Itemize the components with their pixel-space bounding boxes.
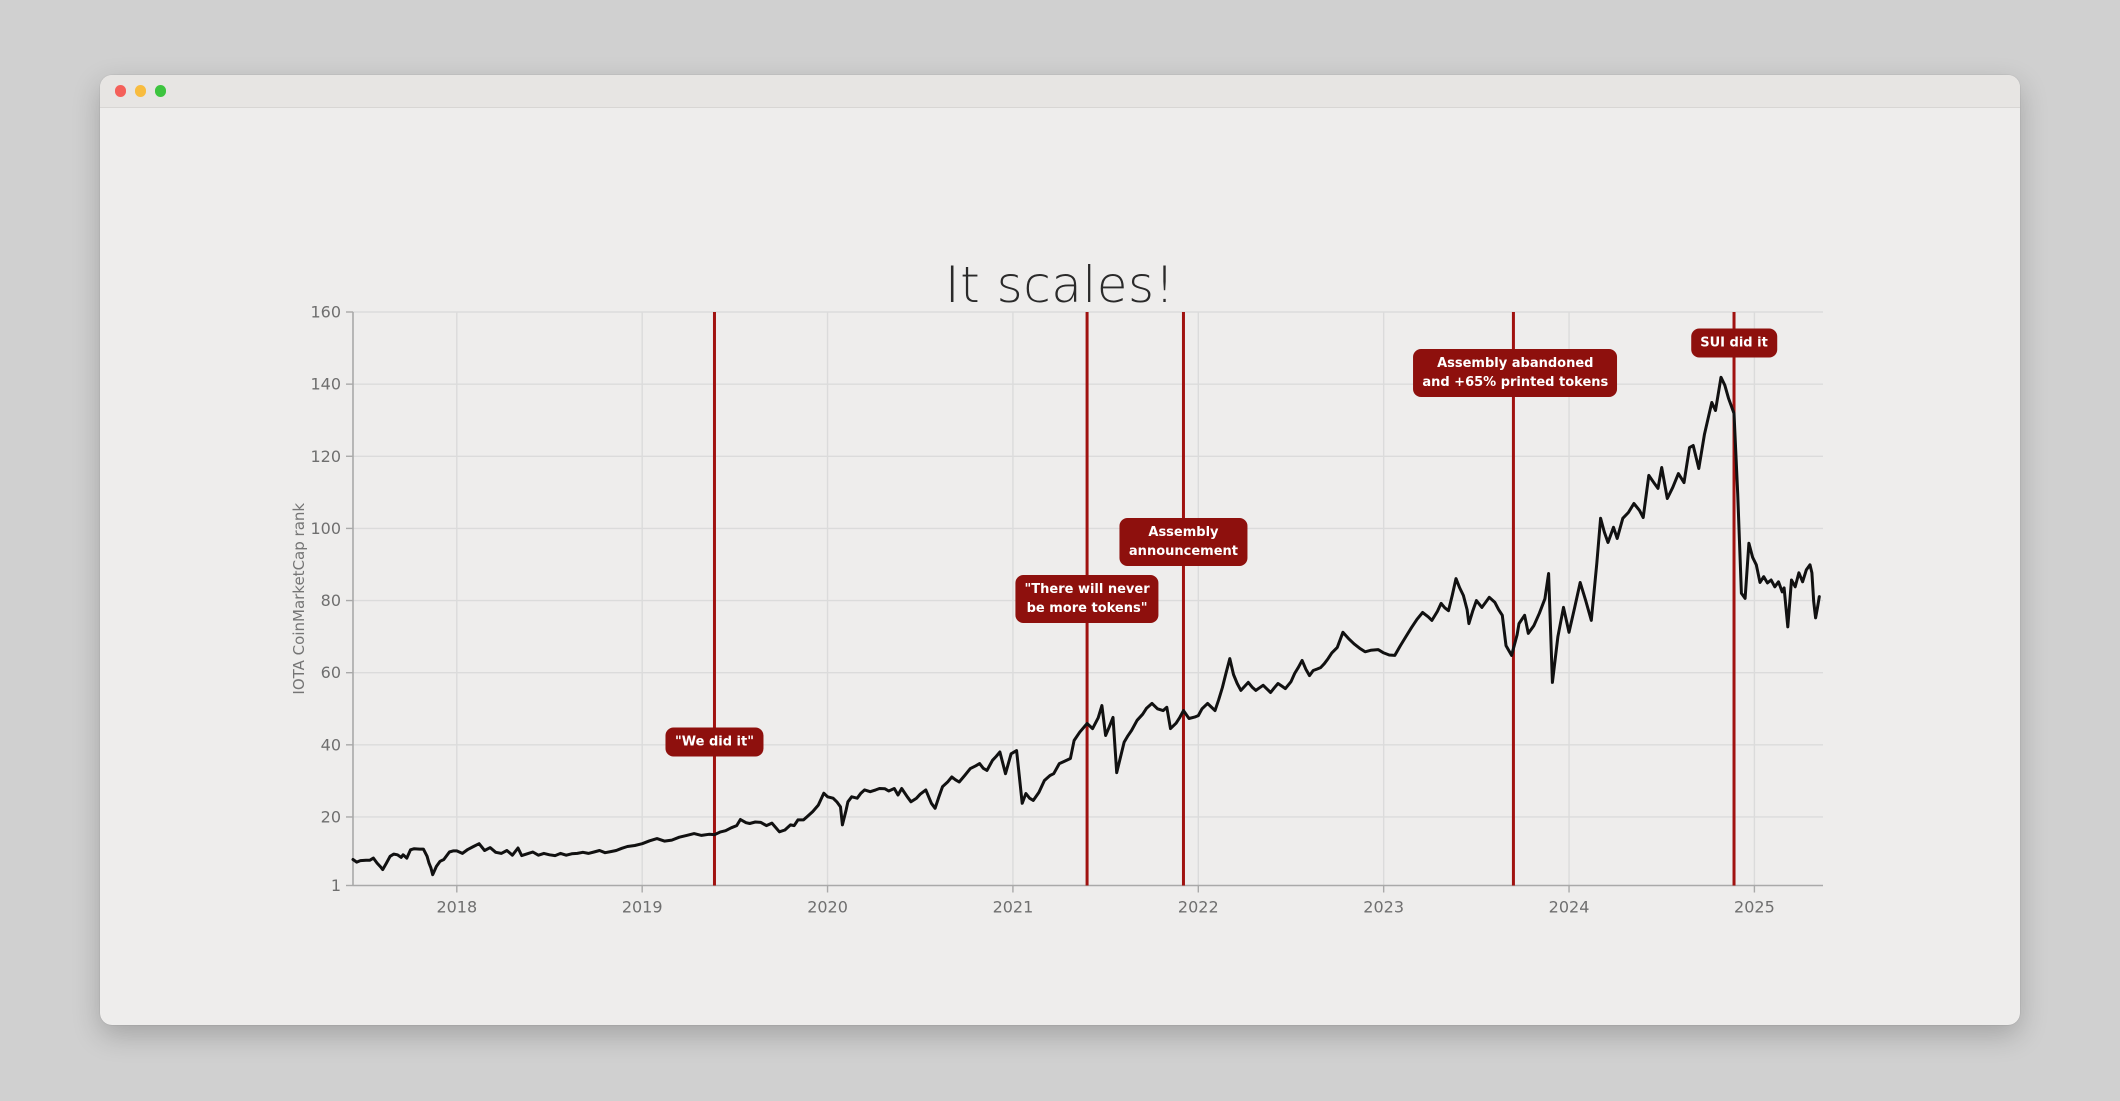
window-controls bbox=[115, 75, 167, 107]
y-tick-label: 20 bbox=[321, 807, 341, 826]
x-tick-label: 2022 bbox=[1178, 898, 1219, 917]
y-tick-label: 80 bbox=[321, 591, 341, 610]
y-tick-label: 60 bbox=[321, 663, 341, 682]
y-tick-label: 100 bbox=[310, 519, 341, 538]
app-window: It scales! bbox=[100, 75, 2020, 1025]
close-button[interactable] bbox=[115, 85, 127, 97]
minimize-button[interactable] bbox=[134, 85, 147, 97]
y-axis-title: IOTA CoinMarketCap rank bbox=[290, 503, 308, 695]
x-tick-label: 2019 bbox=[622, 898, 663, 917]
y-tick-label: 120 bbox=[310, 447, 341, 466]
rank-line-chart-svg: 2018 2019 2020 2021 2022 2023 2024 202512040608… bbox=[290, 303, 1823, 917]
window-titlebar[interactable] bbox=[100, 75, 2020, 108]
chart-title: It scales! bbox=[944, 256, 1176, 314]
y-tick-label: 160 bbox=[310, 303, 341, 322]
zoom-button[interactable] bbox=[154, 85, 167, 97]
x-tick-label: 2025 bbox=[1734, 898, 1775, 917]
y-tick-label: 40 bbox=[321, 735, 341, 754]
rank-line-chart: 2018 2019 2020 2021 2022 2023 2024 2025 1 20 40 60 8… bbox=[270, 302, 1843, 922]
y-tick-label: 1 bbox=[331, 876, 341, 895]
x-tick-label: 2023 bbox=[1363, 898, 1404, 917]
x-tick-label: 2021 bbox=[993, 898, 1034, 917]
rank-series-line bbox=[351, 375, 1821, 877]
x-tick-label: 2020 bbox=[807, 898, 848, 917]
y-tick-label: 140 bbox=[310, 375, 341, 394]
x-tick-label: 2018 bbox=[436, 898, 477, 917]
x-tick-label: 2024 bbox=[1549, 898, 1590, 917]
